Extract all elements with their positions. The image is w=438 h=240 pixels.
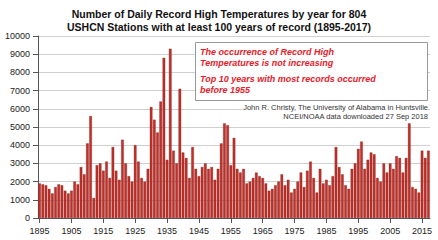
svg-text:7000: 7000 bbox=[10, 86, 30, 96]
svg-text:1965: 1965 bbox=[253, 226, 273, 236]
svg-text:1895: 1895 bbox=[30, 226, 50, 236]
svg-text:9000: 9000 bbox=[10, 49, 30, 59]
svg-text:The occurrence of Record High: The occurrence of Record High bbox=[200, 47, 335, 57]
svg-text:0: 0 bbox=[25, 213, 30, 223]
svg-text:1975: 1975 bbox=[285, 226, 305, 236]
svg-text:5000: 5000 bbox=[10, 122, 30, 132]
svg-text:4000: 4000 bbox=[10, 140, 30, 150]
svg-text:2015: 2015 bbox=[412, 226, 432, 236]
svg-text:3000: 3000 bbox=[10, 158, 30, 168]
svg-text:2005: 2005 bbox=[380, 226, 400, 236]
svg-text:Number of Daily Record High Te: Number of Daily Record High Temperatures… bbox=[72, 8, 367, 20]
svg-text:10000: 10000 bbox=[5, 31, 30, 41]
svg-text:2000: 2000 bbox=[10, 177, 30, 187]
svg-text:NCEI/NOAA data downloaded 27 S: NCEI/NOAA data downloaded 27 Sep 2018 bbox=[283, 112, 428, 121]
svg-text:before 1955: before 1955 bbox=[200, 85, 251, 95]
svg-text:Top 10 years with most records: Top 10 years with most records occurred bbox=[200, 74, 376, 84]
svg-text:Temperatures is not increasing: Temperatures is not increasing bbox=[200, 58, 334, 68]
svg-text:1985: 1985 bbox=[316, 226, 336, 236]
svg-text:1945: 1945 bbox=[189, 226, 209, 236]
svg-text:8000: 8000 bbox=[10, 67, 30, 77]
svg-text:1935: 1935 bbox=[157, 226, 177, 236]
svg-text:1995: 1995 bbox=[348, 226, 368, 236]
svg-text:1955: 1955 bbox=[221, 226, 241, 236]
svg-text:1000: 1000 bbox=[10, 195, 30, 205]
svg-text:1905: 1905 bbox=[61, 226, 81, 236]
svg-text:1915: 1915 bbox=[93, 226, 113, 236]
svg-text:John R. Christy, The Universit: John R. Christy, The University of Alaba… bbox=[243, 103, 428, 112]
svg-text:USHCN Stations with at least 1: USHCN Stations with at least 100 years o… bbox=[67, 21, 371, 33]
svg-text:6000: 6000 bbox=[10, 104, 30, 114]
svg-text:1925: 1925 bbox=[125, 226, 145, 236]
